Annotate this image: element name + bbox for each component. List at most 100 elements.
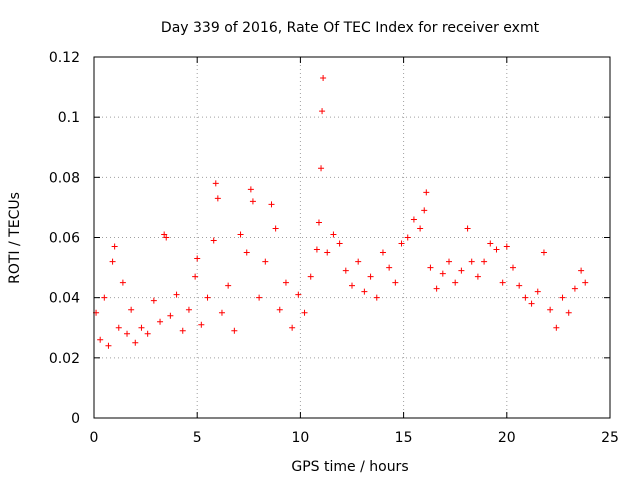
data-point: [367, 273, 374, 280]
y-tick-label: 0.04: [49, 291, 80, 307]
data-point: [109, 258, 116, 265]
y-axis-ticks: 0 0.02 0.04 0.06 0.08 0.1 0.12: [49, 50, 610, 427]
data-point: [547, 306, 554, 313]
data-point: [582, 279, 589, 286]
data-point: [111, 243, 118, 250]
data-point: [474, 273, 481, 280]
data-point: [225, 282, 232, 289]
data-point: [268, 201, 275, 208]
data-point: [421, 207, 428, 214]
data-point: [398, 240, 405, 247]
chart-title: Day 339 of 2016, Rate Of TEC Index for r…: [161, 20, 540, 36]
data-point: [516, 282, 523, 289]
data-point: [464, 225, 471, 232]
data-point: [115, 324, 122, 331]
data-point: [503, 243, 510, 250]
data-point: [247, 186, 254, 193]
data-point: [324, 249, 331, 256]
data-point: [289, 324, 296, 331]
data-point: [163, 234, 170, 241]
x-axis-ticks: 0 5 10 15 20 25: [90, 57, 619, 446]
data-point: [320, 75, 327, 82]
data-point: [528, 300, 535, 307]
data-point: [218, 309, 225, 316]
data-point: [282, 279, 289, 286]
data-point: [167, 312, 174, 319]
data-point: [319, 108, 326, 115]
x-tick-label: 25: [601, 430, 619, 446]
data-point: [301, 309, 308, 316]
data-point: [427, 264, 434, 271]
y-tick-label: 0.1: [58, 110, 80, 126]
x-tick-label: 5: [193, 430, 202, 446]
y-tick-label: 0.06: [49, 231, 80, 247]
data-point: [237, 231, 244, 238]
grid-lines: [94, 57, 610, 418]
data-point: [404, 234, 411, 241]
data-point: [161, 231, 168, 238]
data-point: [446, 258, 453, 265]
data-point: [138, 324, 145, 331]
data-point: [97, 336, 104, 343]
data-point: [379, 249, 386, 256]
data-point: [417, 225, 424, 232]
data-point: [553, 324, 560, 331]
data-point: [559, 294, 566, 301]
data-point: [522, 294, 529, 301]
data-point: [433, 285, 440, 292]
data-point: [481, 258, 488, 265]
x-tick-label: 20: [498, 430, 516, 446]
data-point: [272, 225, 279, 232]
data-point: [499, 279, 506, 286]
data-point: [439, 270, 446, 277]
x-axis-label: GPS time / hours: [291, 459, 408, 475]
data-point: [509, 264, 516, 271]
data-point: [210, 237, 217, 244]
data-point: [185, 306, 192, 313]
data-point: [212, 180, 219, 187]
data-point: [157, 318, 164, 325]
data-point: [392, 279, 399, 286]
data-point: [313, 246, 320, 253]
data-point: [318, 165, 325, 172]
data-point: [458, 267, 465, 274]
y-tick-label: 0.08: [49, 170, 80, 186]
data-point: [124, 330, 131, 337]
data-point: [330, 231, 337, 238]
data-point: [192, 273, 199, 280]
data-point: [487, 240, 494, 247]
data-point: [150, 297, 157, 304]
y-tick-label: 0.12: [49, 50, 80, 66]
y-tick-label: 0.02: [49, 351, 80, 367]
data-point: [361, 288, 368, 295]
data-point: [119, 279, 126, 286]
data-point: [128, 306, 135, 313]
data-point: [423, 189, 430, 196]
data-point: [540, 249, 547, 256]
data-point: [276, 306, 283, 313]
data-point: [373, 294, 380, 301]
data-point: [194, 255, 201, 262]
x-tick-label: 10: [291, 430, 309, 446]
data-point: [179, 327, 186, 334]
data-point: [307, 273, 314, 280]
data-point: [565, 309, 572, 316]
y-tick-label: 0: [71, 411, 80, 427]
data-point: [295, 291, 302, 298]
data-point: [493, 246, 500, 253]
data-point: [349, 282, 355, 289]
data-point: [315, 219, 322, 226]
data-point: [173, 291, 180, 298]
data-point: [468, 258, 475, 265]
data-point: [534, 288, 541, 295]
data-point: [336, 240, 343, 247]
x-tick-label: 0: [90, 430, 99, 446]
data-point: [198, 321, 205, 328]
y-axis-label: ROTI / TECUs: [7, 192, 23, 284]
data-point: [249, 198, 256, 205]
data-point: [262, 258, 269, 265]
data-point: [410, 216, 417, 223]
data-points: [93, 75, 589, 349]
data-point: [105, 342, 112, 349]
